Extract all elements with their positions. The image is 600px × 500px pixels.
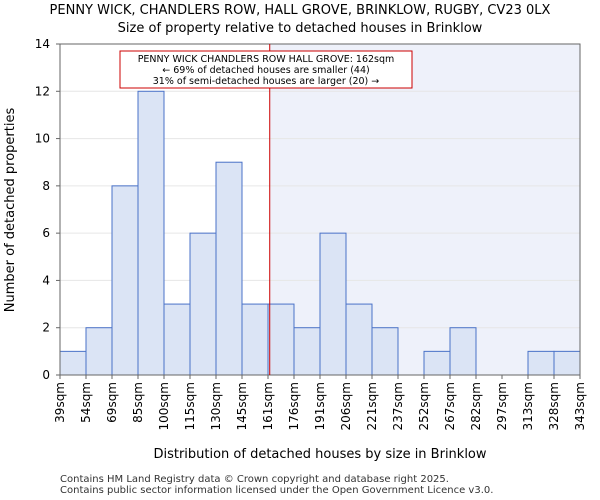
y-tick-label: 8 [42,179,50,193]
x-tick-label: 237sqm [391,382,405,430]
x-axis-label: Distribution of detached houses by size … [153,447,486,462]
y-tick-label: 10 [35,132,50,146]
x-tick-label: 267sqm [443,382,457,430]
histogram-bar [59,350,87,376]
chart-subtitle: Size of property relative to detached ho… [117,21,483,36]
y-axis-label: Number of detached properties [3,108,18,313]
x-tick-label: 115sqm [183,382,197,430]
histogram-bar [163,303,191,376]
y-tick-label: 12 [35,84,50,98]
x-tick-label: 69sqm [105,382,119,423]
annotation-line-1: PENNY WICK CHANDLERS ROW HALL GROVE: 162… [138,54,395,65]
histogram-bar [527,350,555,376]
y-tick-label: 4 [42,273,50,287]
histogram-bar [345,303,373,376]
x-tick-label: 39sqm [53,382,67,423]
x-tick-label: 252sqm [417,382,431,430]
x-tick-label: 206sqm [339,382,353,430]
histogram-bar [371,327,399,376]
histogram-bar [241,303,269,376]
histogram-bar [319,232,347,376]
histogram-bar [111,185,139,376]
histogram-bar [189,232,217,376]
y-tick-label: 14 [35,37,50,51]
annotation-line-3: 31% of semi-detached houses are larger (… [153,76,380,87]
footer-line-2: Contains public sector information licen… [60,485,494,496]
y-tick-label: 0 [42,368,50,382]
x-tick-label: 176sqm [287,382,301,430]
histogram-bar [137,90,165,376]
x-tick-label: 191sqm [313,382,327,430]
histogram-bar [85,327,113,376]
x-tick-label: 343sqm [573,382,587,430]
y-tick-label: 2 [42,321,50,335]
x-tick-label: 54sqm [79,382,93,423]
x-tick-label: 297sqm [495,382,509,430]
chart-title: PENNY WICK, CHANDLERS ROW, HALL GROVE, B… [49,3,551,18]
annotation-line-2: ← 69% of detached houses are smaller (44… [162,65,369,76]
x-tick-label: 100sqm [157,382,171,430]
x-tick-label: 282sqm [469,382,483,430]
x-tick-label: 313sqm [521,382,535,430]
footer-line-1: Contains HM Land Registry data © Crown c… [60,474,449,485]
histogram-bar [267,303,295,376]
highlight-region [269,44,580,375]
histogram-bar [215,161,243,376]
x-tick-label: 328sqm [547,382,561,430]
histogram-bar [293,327,321,376]
annotation-box [119,50,413,89]
x-tick-label: 85sqm [131,382,145,423]
x-tick-label: 145sqm [235,382,249,430]
x-tick-label: 221sqm [365,382,379,430]
x-tick-label: 130sqm [209,382,223,430]
histogram-bar [553,350,581,376]
histogram-bar [449,327,477,376]
histogram-bar [423,350,451,376]
y-tick-label: 6 [42,226,50,240]
x-tick-label: 161sqm [261,382,275,430]
